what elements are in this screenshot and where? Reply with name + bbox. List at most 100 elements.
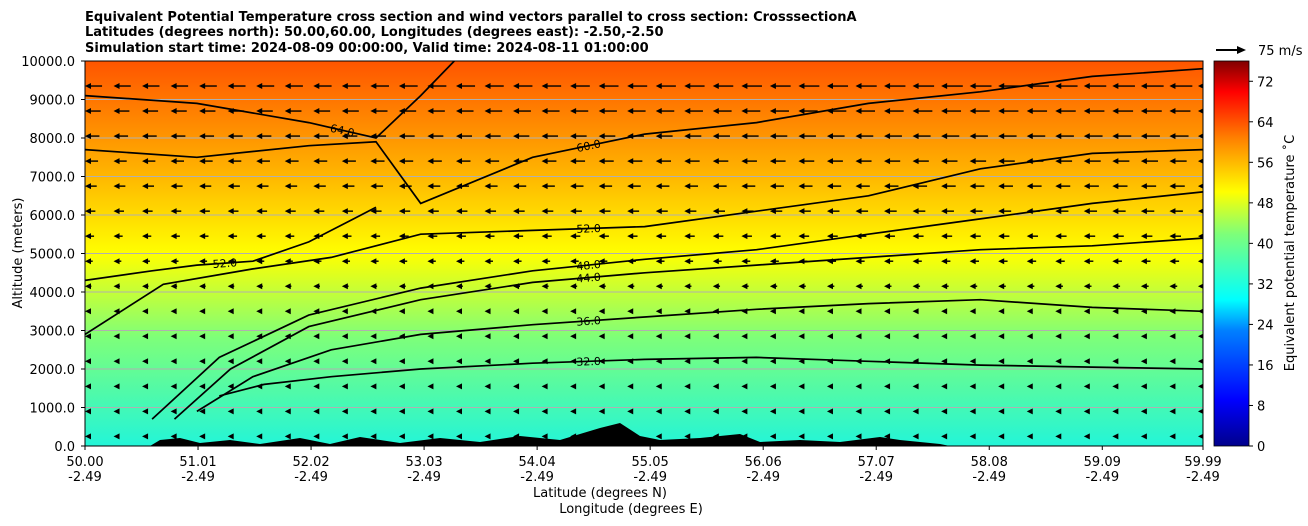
wind-vector-head bbox=[513, 183, 520, 190]
wind-vector-head bbox=[998, 408, 1005, 415]
wind-vector-head bbox=[570, 208, 577, 215]
wind-vector-head bbox=[826, 108, 833, 115]
wind-vector-head bbox=[1169, 308, 1176, 315]
wind-vector-head bbox=[655, 158, 662, 165]
wind-vector-head bbox=[541, 383, 548, 390]
wind-vector-head bbox=[313, 283, 320, 290]
wind-vector-head bbox=[769, 308, 776, 315]
y-tick-label: 2000.0 bbox=[30, 363, 76, 378]
wind-vector-head bbox=[199, 208, 206, 215]
wind-vector-head bbox=[142, 258, 149, 265]
wind-vector-head bbox=[1026, 108, 1033, 115]
wind-vector-head bbox=[684, 158, 691, 165]
wind-vector-head bbox=[998, 308, 1005, 315]
wind-vector-head bbox=[1140, 158, 1147, 165]
wind-vector-head bbox=[1112, 83, 1119, 90]
wind-vector-head bbox=[655, 183, 662, 190]
wind-vector-head bbox=[1112, 183, 1119, 190]
wind-vector-head bbox=[712, 283, 719, 290]
wind-vector-head bbox=[655, 408, 662, 415]
wind-vector-head bbox=[1140, 108, 1147, 115]
wind-vector-head bbox=[1026, 383, 1033, 390]
y-tick-label: 10000.0 bbox=[21, 55, 75, 70]
wind-vector-head bbox=[484, 408, 491, 415]
wind-vector-head bbox=[199, 308, 206, 315]
wind-vector-head bbox=[1197, 108, 1203, 114]
wind-vector-head bbox=[1169, 383, 1176, 390]
wind-vector-head bbox=[855, 383, 862, 390]
wind-vector-head bbox=[798, 408, 805, 415]
wind-vector-head bbox=[1169, 333, 1176, 340]
wind-vector-head bbox=[370, 158, 377, 165]
wind-vector-head bbox=[598, 233, 605, 240]
y-tick-label: 1000.0 bbox=[30, 402, 76, 417]
wind-vector-head bbox=[398, 133, 405, 140]
wind-vector-head bbox=[884, 383, 891, 390]
wind-vector-head bbox=[142, 183, 149, 190]
wind-vector-head bbox=[1112, 433, 1119, 440]
wind-vector-head bbox=[199, 358, 206, 365]
wind-vector-head bbox=[256, 308, 263, 315]
wind-vector-head bbox=[941, 408, 948, 415]
wind-vector-head bbox=[513, 383, 520, 390]
wind-vector-head bbox=[1197, 258, 1203, 264]
wind-vector-head bbox=[912, 233, 919, 240]
wind-vector-head bbox=[969, 183, 976, 190]
wind-vector-head bbox=[541, 433, 548, 440]
wind-vector-head bbox=[998, 183, 1005, 190]
wind-vector-head bbox=[142, 83, 149, 90]
wind-vector-head bbox=[1026, 283, 1033, 290]
wind-vector-head bbox=[1055, 408, 1062, 415]
wind-vector-head bbox=[826, 383, 833, 390]
wind-vector-head bbox=[85, 433, 91, 440]
wind-vector-head bbox=[769, 83, 776, 90]
wind-vector-head bbox=[113, 208, 120, 215]
wind-vector-head bbox=[199, 283, 206, 290]
wind-vector-head bbox=[1197, 158, 1203, 164]
wind-vector-head bbox=[1083, 433, 1090, 440]
wind-vector-head bbox=[655, 283, 662, 290]
wind-vector-head bbox=[684, 433, 691, 440]
wind-vector-head bbox=[941, 433, 948, 440]
wind-vector-head bbox=[855, 333, 862, 340]
wind-vector-head bbox=[655, 433, 662, 440]
wind-vector-head bbox=[884, 208, 891, 215]
wind-vector-head bbox=[969, 333, 976, 340]
wind-vector-head bbox=[1055, 83, 1062, 90]
wind-vector-head bbox=[113, 333, 120, 340]
wind-vector-head bbox=[513, 283, 520, 290]
wind-vector-head bbox=[427, 333, 434, 340]
wind-vector-head bbox=[1140, 258, 1147, 265]
wind-vector-head bbox=[741, 383, 748, 390]
wind-vector-head bbox=[1055, 358, 1062, 365]
wind-key-arrowhead-icon bbox=[1237, 46, 1246, 54]
wind-vector-head bbox=[284, 358, 291, 365]
wind-vector-head bbox=[142, 283, 149, 290]
wind-vector-head bbox=[484, 308, 491, 315]
wind-vector-head bbox=[313, 383, 320, 390]
wind-vector-head bbox=[998, 358, 1005, 365]
wind-vector-head bbox=[570, 158, 577, 165]
wind-vector-head bbox=[655, 258, 662, 265]
wind-vector-head bbox=[912, 358, 919, 365]
wind-vector-head bbox=[1083, 333, 1090, 340]
wind-vector-head bbox=[598, 183, 605, 190]
wind-vector-head bbox=[256, 433, 263, 440]
colorbar-tick-label: 48 bbox=[1257, 197, 1274, 212]
x-tick-label-latitude: 56.06 bbox=[745, 455, 782, 470]
wind-vector-head bbox=[427, 258, 434, 265]
wind-vector-head bbox=[113, 283, 120, 290]
wind-vector-head bbox=[113, 308, 120, 315]
wind-vector-head bbox=[1083, 258, 1090, 265]
wind-vector-head bbox=[313, 358, 320, 365]
wind-vector-head bbox=[227, 208, 234, 215]
wind-vector-head bbox=[627, 258, 634, 265]
wind-vector-head bbox=[484, 333, 491, 340]
wind-vector-head bbox=[256, 108, 263, 115]
wind-vector-head bbox=[598, 383, 605, 390]
wind-vector-head bbox=[341, 433, 348, 440]
wind-vector-head bbox=[427, 308, 434, 315]
wind-vector-head bbox=[284, 283, 291, 290]
wind-vector-head bbox=[798, 83, 805, 90]
wind-vector-head bbox=[741, 108, 748, 115]
